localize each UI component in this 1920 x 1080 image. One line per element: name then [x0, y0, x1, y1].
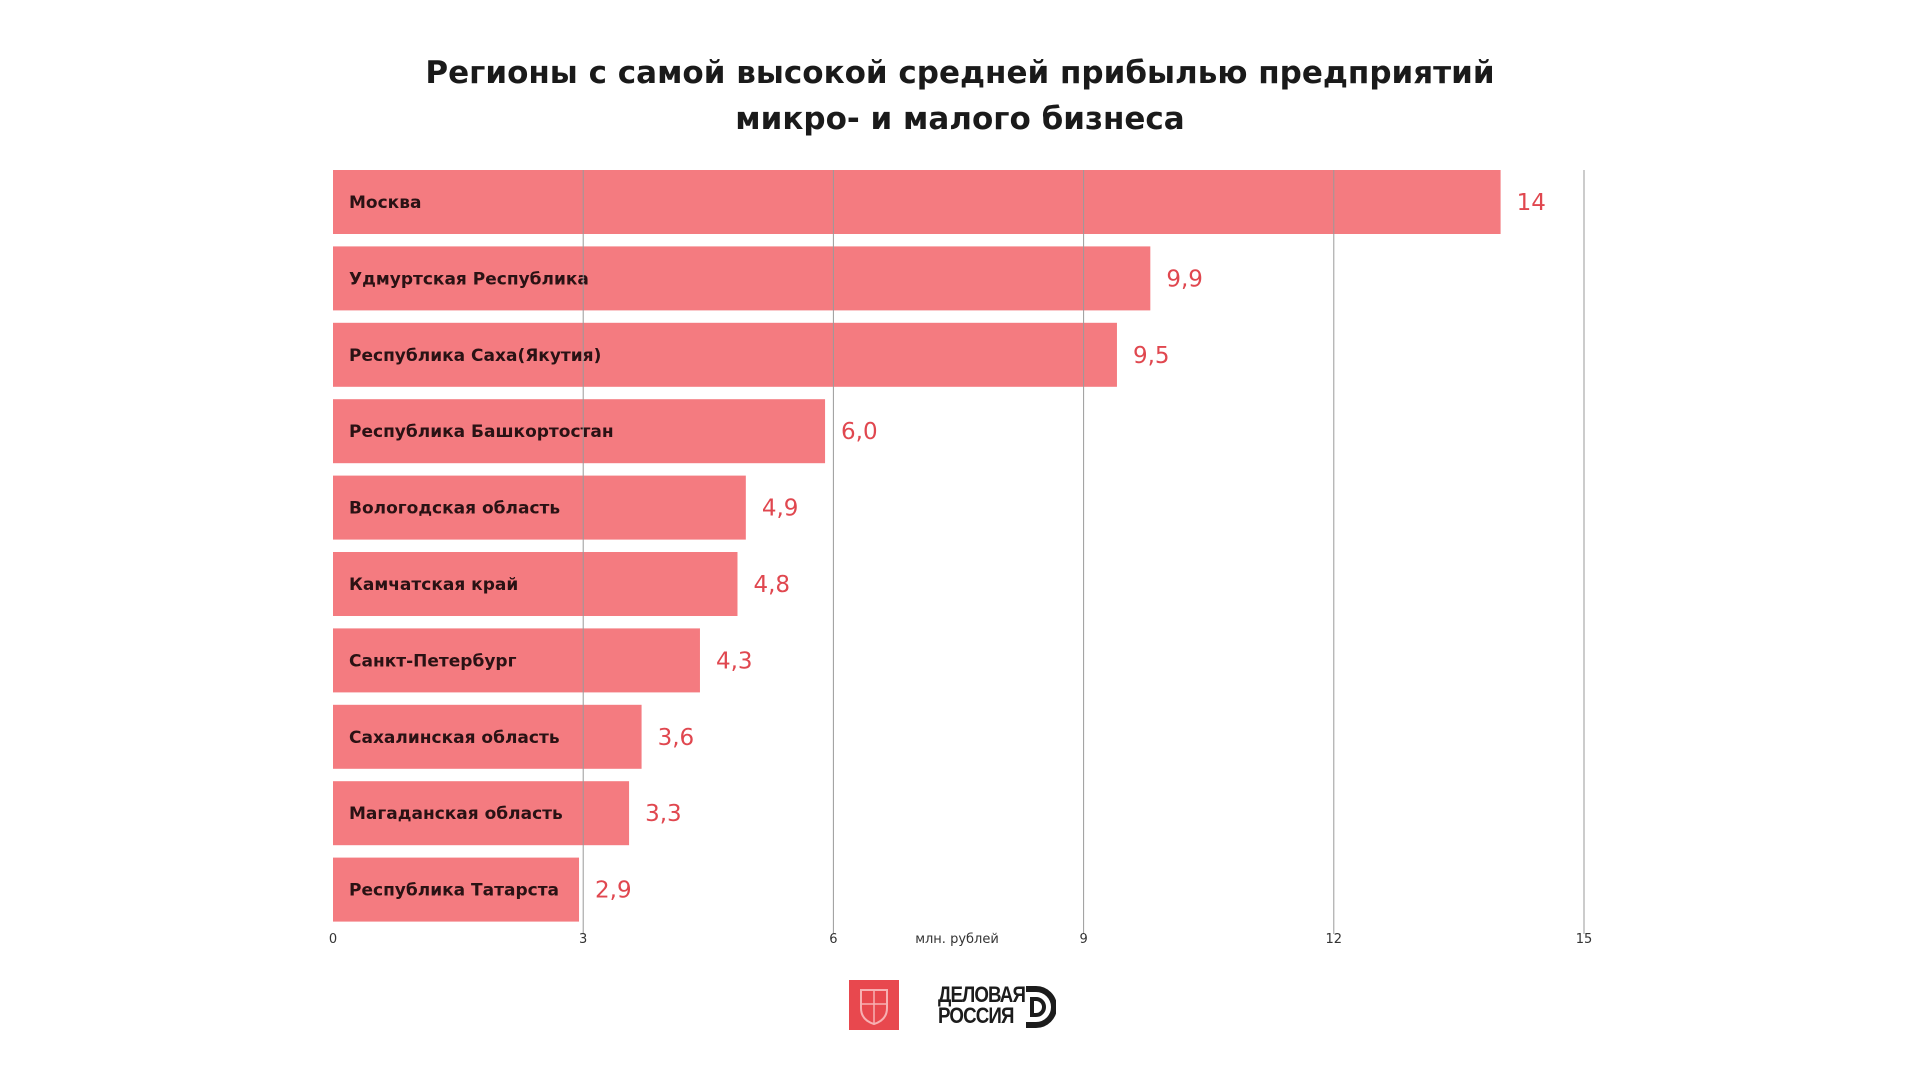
value-label: 6,0: [841, 419, 878, 445]
bar-label: Удмуртская Республика: [349, 269, 589, 289]
bar-label: Сахалинская область: [349, 728, 560, 748]
bar: [333, 628, 700, 693]
bar: [333, 475, 746, 540]
value-label: 14: [1517, 190, 1546, 216]
bar: [333, 857, 580, 922]
bar-label: Магаданская область: [349, 804, 563, 824]
bar: [333, 170, 1501, 234]
value-label: 9,5: [1133, 343, 1170, 369]
value-label: 3,6: [658, 725, 695, 751]
title-line-2: микро- и малого бизнеса: [735, 101, 1185, 137]
x-tick-label: 12: [1326, 932, 1343, 947]
value-label: 4,8: [753, 572, 790, 598]
x-axis-label: млн. рублей: [915, 932, 999, 947]
bar: [333, 781, 630, 846]
bar-label: Республика Татарста: [349, 881, 559, 901]
x-tick-label: 3: [579, 932, 587, 947]
crest-logo: [849, 980, 899, 1030]
value-label: 3,3: [645, 801, 682, 827]
bar: [333, 704, 642, 769]
logo-line-2: РОССИЯ: [938, 1003, 1014, 1028]
x-tick-label: 9: [1079, 932, 1087, 947]
bar: [333, 399, 826, 464]
x-tick-label: 6: [829, 932, 837, 947]
value-label: 4,9: [762, 496, 799, 522]
bar-label: Москва: [349, 193, 421, 213]
value-label: 9,9: [1166, 266, 1203, 292]
bar-label: Республика Саха(Якутия): [349, 346, 601, 366]
logo-d-icon: [1026, 986, 1056, 1028]
title-line-1: Регионы с самой высокой средней прибылью…: [425, 55, 1495, 91]
bar-label: Санкт-Петербург: [349, 651, 517, 671]
bar-label: Республика Башкортостан: [349, 422, 614, 442]
bar: [333, 246, 1151, 311]
logo-line-1: ДЕЛОВАЯ: [938, 982, 1026, 1007]
delovaya-rossiya-logo: ДЕЛОВАЯ РОССИЯ: [938, 982, 1026, 1028]
bar-label: Камчатская край: [349, 575, 518, 595]
bar-label: Вологодская область: [349, 499, 560, 519]
chart-title: Регионы с самой высокой средней прибылью…: [0, 50, 1920, 142]
x-tick-label: 15: [1576, 932, 1593, 947]
value-label: 4,3: [716, 648, 753, 674]
value-label: 2,9: [595, 878, 632, 904]
bar: [333, 322, 1117, 387]
x-tick-label: 0: [329, 932, 337, 947]
bar: [333, 552, 738, 616]
